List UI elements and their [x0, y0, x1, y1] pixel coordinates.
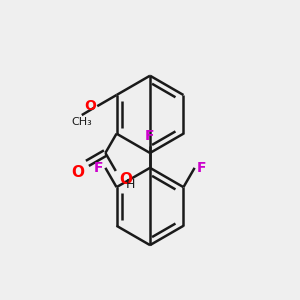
- Text: F: F: [145, 129, 155, 142]
- Text: CH₃: CH₃: [71, 118, 92, 128]
- Text: H: H: [125, 178, 135, 190]
- Text: O: O: [71, 165, 84, 180]
- Text: F: F: [94, 161, 103, 175]
- Text: O: O: [84, 99, 96, 113]
- Text: F: F: [197, 161, 206, 175]
- Text: O: O: [119, 172, 132, 187]
